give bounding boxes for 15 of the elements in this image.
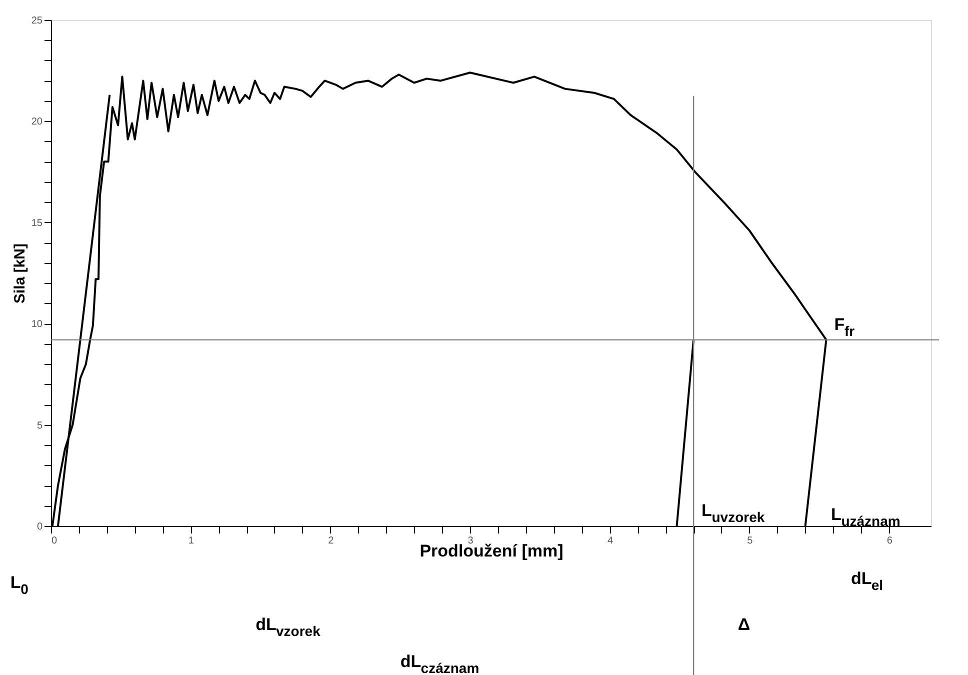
x-tick-label: 2 [328, 536, 334, 546]
y-tick-label: 10 [31, 319, 43, 330]
text: Δ [738, 615, 750, 634]
x-tick-label: 0 [52, 536, 58, 546]
y-tick-label: 20 [31, 116, 43, 128]
y-tick-label: 0 [36, 522, 43, 532]
y-tick-label: 15 [31, 218, 43, 229]
x-tick-label: 1 [188, 536, 194, 546]
y-axis-title: Sila [kN] [11, 243, 28, 304]
x-tick-label: 3 [468, 536, 474, 546]
y-tick-label: 25 [31, 16, 43, 26]
y-tick-label: 5 [36, 420, 43, 432]
x-tick-label: 4 [607, 536, 614, 546]
x-tick-label: 6 [886, 536, 893, 546]
x-tick-label: 5 [747, 536, 754, 546]
